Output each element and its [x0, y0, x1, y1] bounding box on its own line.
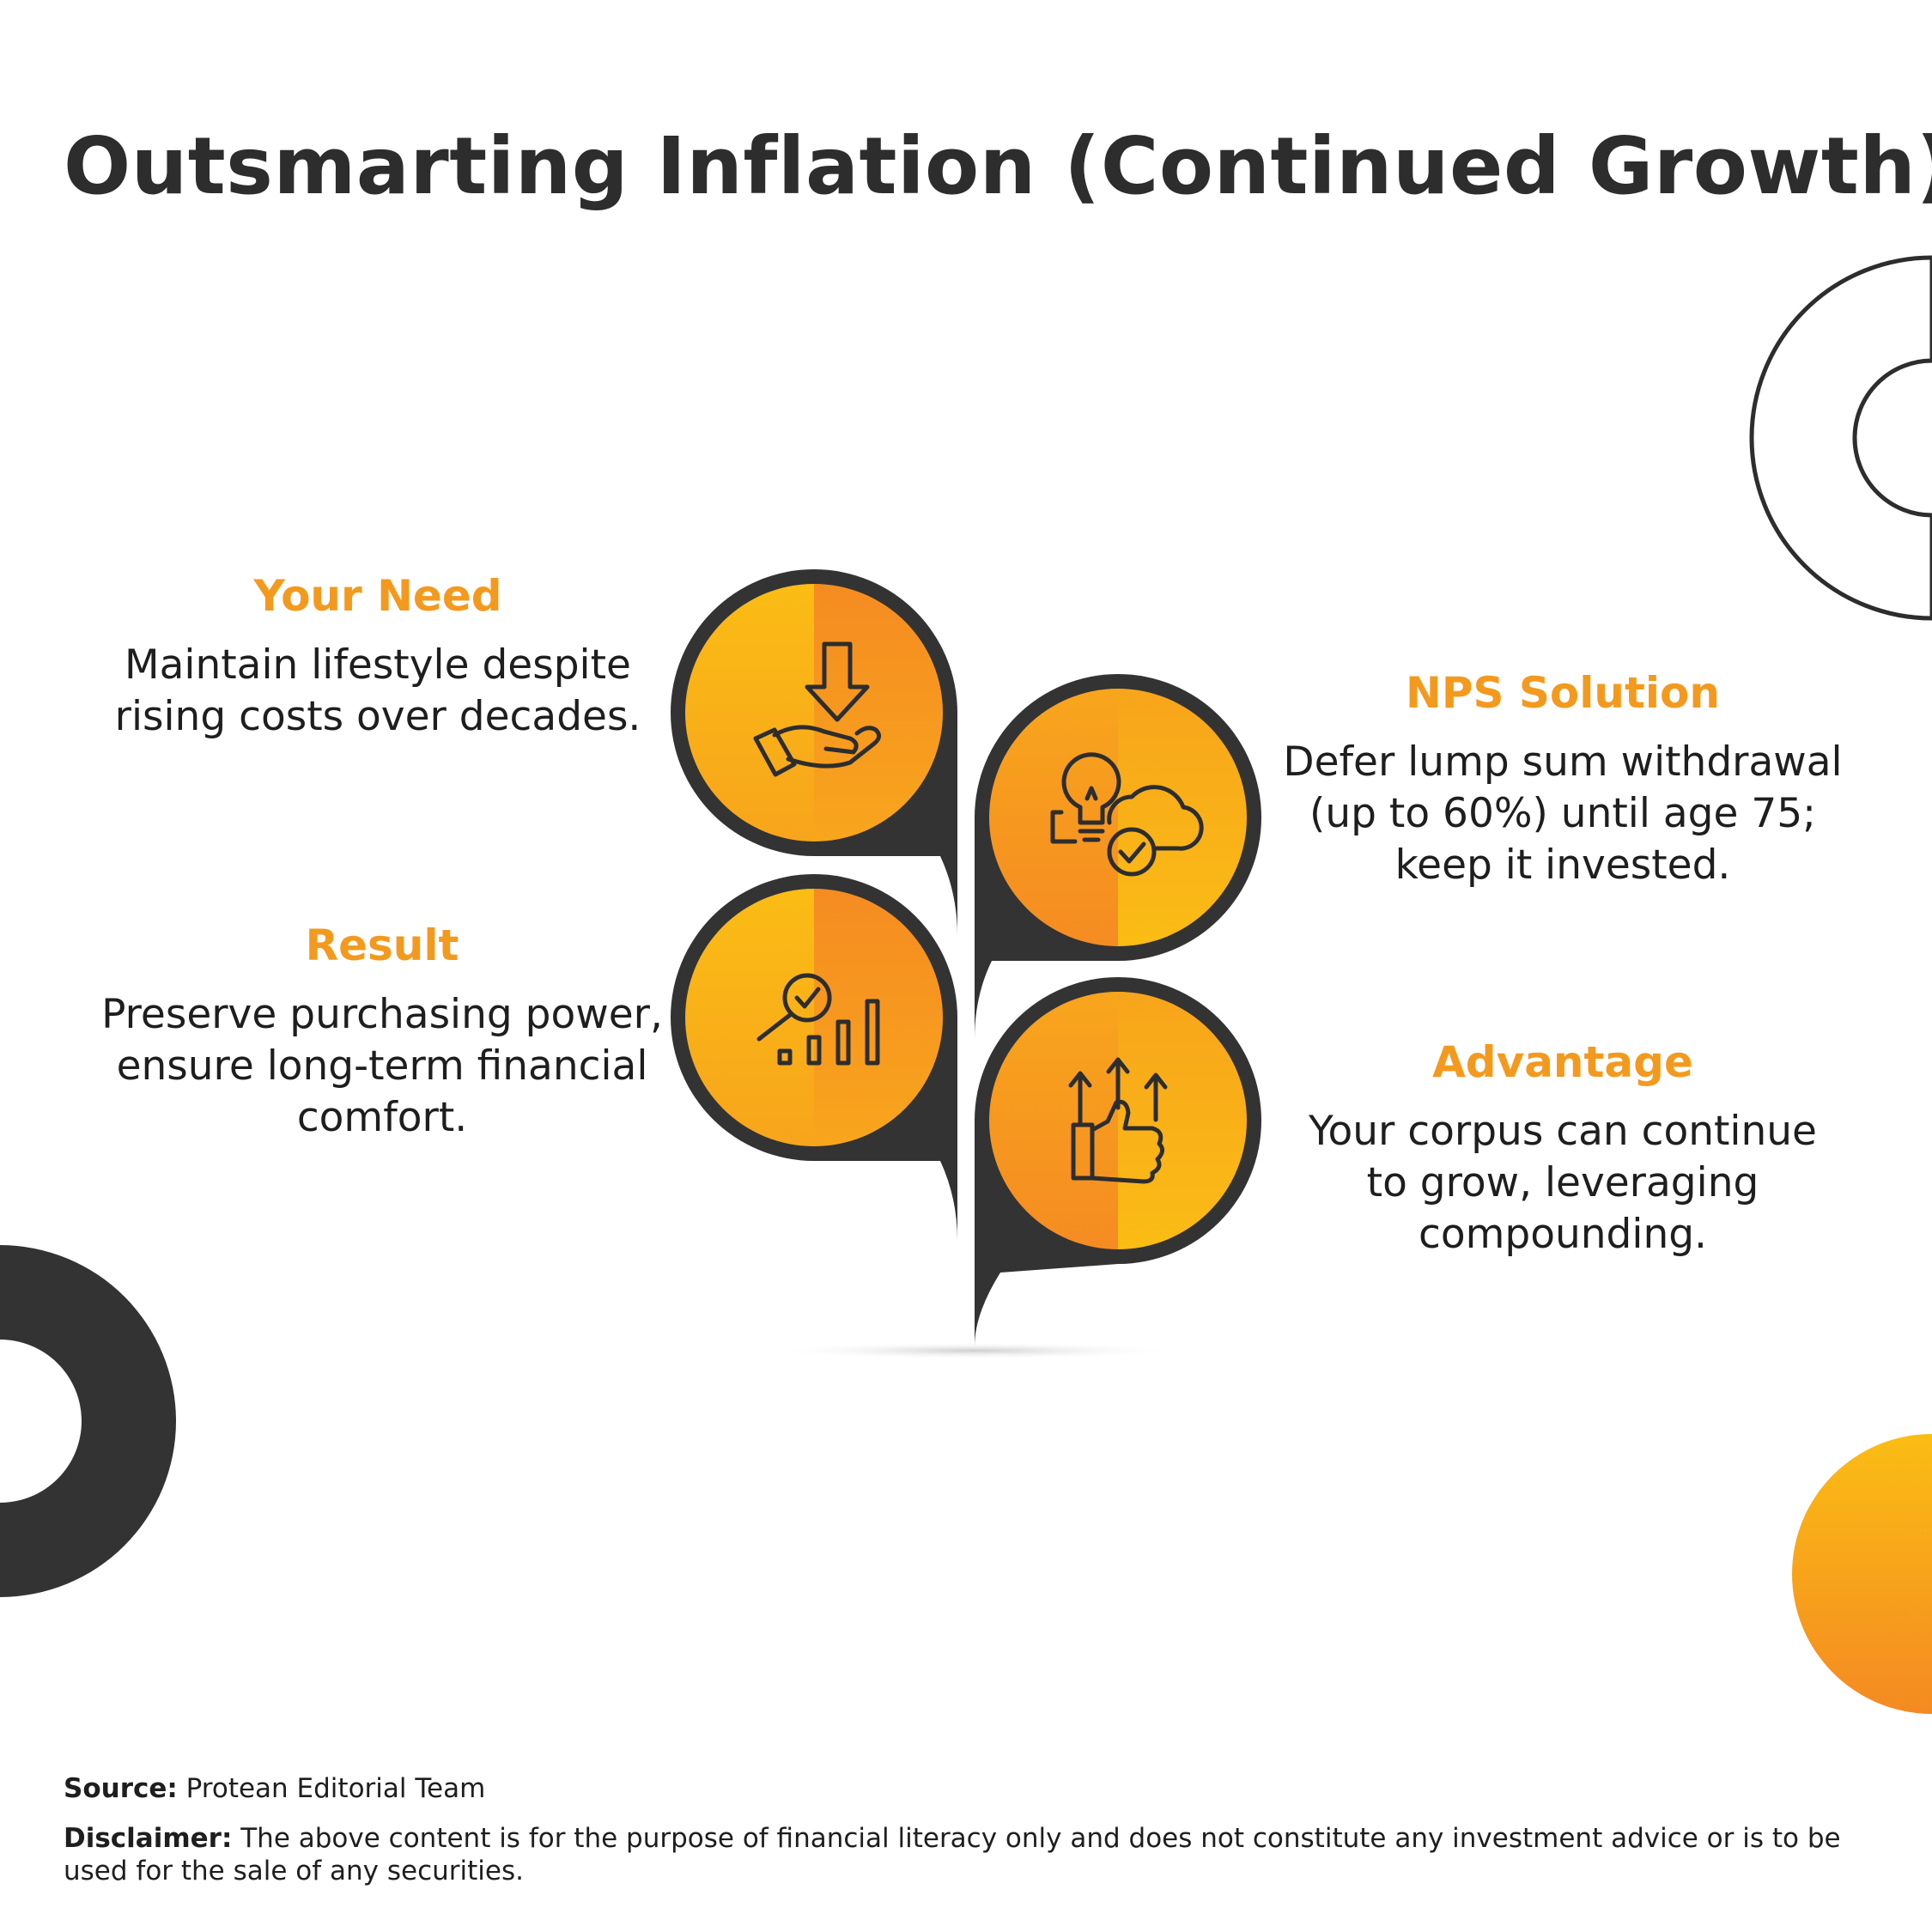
text-nps-solution: Defer lump sum withdrawal (up to 60%) un…: [1271, 737, 1855, 891]
text-line: comfort.: [296, 1094, 468, 1141]
hand-download-icon: [753, 641, 881, 777]
text-line: Maintain lifestyle despite: [125, 641, 631, 689]
block-advantage: Advantage Your corpus can continue to gr…: [1271, 1037, 1855, 1261]
text-line: Defer lump sum withdrawal: [1283, 738, 1843, 786]
lightbulb-cloud-check-icon: [1050, 752, 1204, 877]
text-line: ensure long-term financial: [116, 1042, 648, 1090]
disclaimer-label: Disclaimer:: [64, 1823, 233, 1854]
text-line: compounding.: [1419, 1211, 1707, 1258]
decor-outline-ring: [1749, 255, 1932, 621]
disclaimer-note: Disclaimer: The above content is for the…: [64, 1822, 1875, 1887]
text-line: Preserve purchasing power,: [101, 991, 663, 1038]
heading-your-need: Your Need: [253, 571, 502, 621]
thumbs-up-arrows-icon: [1068, 1057, 1168, 1184]
source-note: Source: Protean Editorial Team: [64, 1772, 1875, 1805]
decor-orange-ring: [1792, 1434, 1932, 1714]
magnifier-bar-chart-icon: [756, 973, 880, 1066]
text-line: to grow, leveraging: [1366, 1159, 1759, 1206]
text-line: keep it invested.: [1394, 841, 1731, 889]
heading-result: Result: [305, 920, 459, 970]
block-your-need: Your Need Maintain lifestyle despite ris…: [94, 571, 661, 743]
heading-advantage: Advantage: [1432, 1037, 1693, 1087]
block-result: Result Preserve purchasing power, ensure…: [86, 920, 678, 1144]
ground-shadow: [769, 1342, 1181, 1359]
text-line: rising costs over decades.: [114, 693, 641, 740]
text-line: Your corpus can continue: [1309, 1108, 1817, 1155]
source-text: Protean Editorial Team: [185, 1773, 486, 1804]
text-line: (up to 60%) until age 75;: [1309, 790, 1816, 837]
heading-nps-solution: NPS Solution: [1406, 668, 1720, 718]
disclaimer-text: The above content is for the purpose of …: [64, 1823, 1841, 1886]
source-label: Source:: [64, 1773, 178, 1804]
text-result: Preserve purchasing power, ensure long-t…: [86, 989, 678, 1144]
page-title: Outsmarting Inflation (Continued Growth): [64, 120, 1932, 212]
block-nps-solution: NPS Solution Defer lump sum withdrawal (…: [1271, 668, 1855, 891]
text-advantage: Your corpus can continue to grow, levera…: [1271, 1106, 1855, 1261]
text-your-need: Maintain lifestyle despite rising costs …: [94, 640, 661, 743]
decor-dark-ring: [0, 1245, 176, 1597]
